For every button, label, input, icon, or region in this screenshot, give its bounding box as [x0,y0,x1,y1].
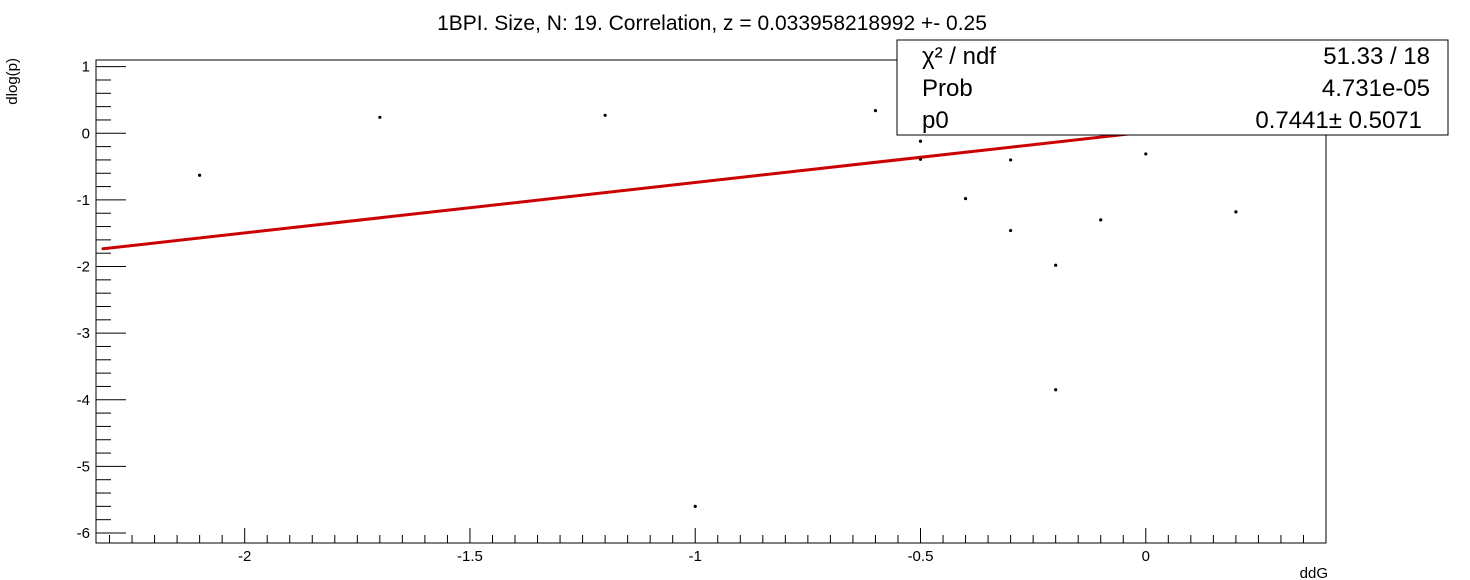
data-point [1054,388,1058,392]
y-axis-ticks [96,66,126,534]
stats-p0-label: p0 [922,107,949,134]
stats-chi2-label: χ² / ndf [922,43,996,70]
x-tick-label: -2 [238,548,251,565]
data-point [918,139,923,143]
stats-box-frame [896,39,1449,136]
x-tick-label: 0 [1142,548,1150,565]
y-tick-label: 0 [82,125,90,142]
data-point [918,157,923,161]
data-point [963,196,968,201]
data-point [1054,263,1058,267]
data-point [603,113,607,117]
y-axis-tick-labels: 1 0 -1 -2 -3 -4 -5 -6 [77,59,90,542]
y-tick-label: 1 [82,59,90,76]
x-tick-label: -1.5 [457,548,483,565]
data-point [198,173,202,177]
y-tick-label: -6 [77,525,90,542]
data-points [198,109,1238,508]
data-point [1009,158,1013,162]
y-tick-label: -5 [77,458,90,475]
x-axis-title: ddG [1300,565,1328,580]
data-point [1144,152,1148,156]
data-point [378,115,382,119]
fit-line-group [101,111,1314,251]
stats-prob-label: Prob [922,75,973,102]
stats-box: χ² / ndf 51.33 / 18 Prob 4.731e-05 p0 0.… [896,39,1449,136]
data-point [1009,228,1013,233]
y-tick-label: -3 [77,325,90,342]
y-axis-title: dlog(p) [4,58,21,105]
data-point [873,109,878,113]
y-tick-label: -2 [77,259,90,276]
x-axis-ticks [109,528,1327,543]
fit-line [101,111,1314,251]
x-tick-label: -0.5 [908,548,934,565]
x-tick-label: -1 [689,548,702,565]
x-axis-tick-labels: -2 -1.5 -1 -0.5 0 [238,548,1150,565]
data-point [1099,218,1103,222]
plot-frame [95,59,1327,544]
data-point [1234,210,1238,214]
y-tick-label: -4 [77,392,90,409]
stats-chi2-value: 51.33 / 18 [1323,43,1430,70]
data-point [693,504,697,508]
y-tick-label: -1 [77,192,90,209]
stats-p0-value: 0.7441± 0.5071 [1255,107,1422,134]
chart-title: 1BPI. Size, N: 19. Correlation, z = 0.03… [437,12,987,35]
stats-prob-value: 4.731e-05 [1322,75,1430,102]
